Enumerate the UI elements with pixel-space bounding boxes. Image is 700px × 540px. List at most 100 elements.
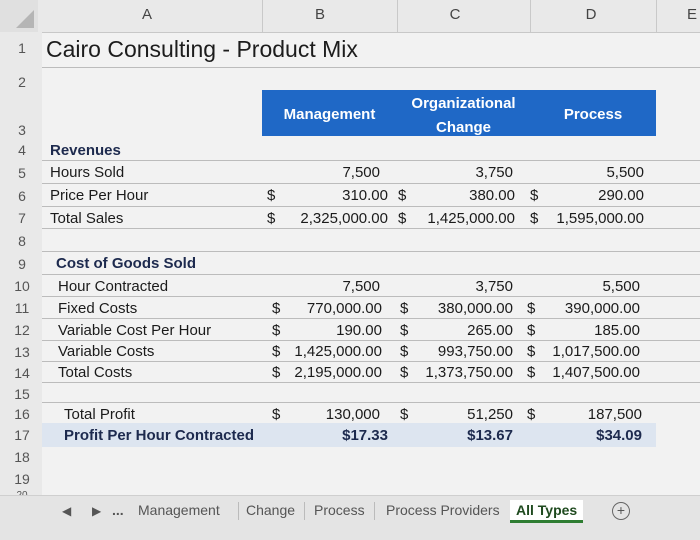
price-change[interactable]: 380.00	[469, 187, 515, 204]
row-header-bar: 1 2 3 4 5 6 7 8 9 10 11 12 13 14 15 16 1…	[0, 32, 42, 501]
column-d-header[interactable]: D	[585, 6, 597, 23]
currency-sign: $	[400, 322, 409, 339]
hour-contracted-management[interactable]: 7,500	[342, 278, 380, 295]
gridline	[42, 251, 700, 252]
currency-sign: $	[530, 210, 539, 227]
hours-sold-process[interactable]: 5,500	[606, 164, 644, 181]
variable-costs-process[interactable]: 1,017,500.00	[552, 343, 640, 360]
variable-costs-change[interactable]: 993,750.00	[437, 343, 513, 360]
label-total-costs[interactable]: Total Costs	[58, 364, 133, 381]
row-11-header[interactable]: 11	[14, 300, 30, 316]
gridline	[42, 340, 700, 341]
label-variable-costs[interactable]: Variable Costs	[58, 343, 155, 360]
sheet-title[interactable]: Cairo Consulting - Product Mix	[46, 36, 358, 62]
row-6-header[interactable]: 6	[18, 188, 26, 204]
profit-per-hour-change[interactable]: $13.67	[467, 427, 513, 444]
total-profit-management[interactable]: 130,000	[325, 406, 380, 423]
label-total-sales[interactable]: Total Sales	[50, 210, 124, 227]
total-costs-process[interactable]: 1,407,500.00	[552, 364, 640, 381]
row-16-header[interactable]: 16	[14, 406, 30, 422]
tab-management[interactable]: Management	[138, 502, 220, 518]
column-header-band	[262, 90, 656, 136]
row-4-header[interactable]: 4	[18, 142, 26, 158]
row-15-header[interactable]: 15	[14, 386, 30, 402]
currency-sign: $	[272, 300, 281, 317]
variable-costs-management[interactable]: 1,425,000.00	[294, 343, 382, 360]
total-sales-change[interactable]: 1,425,000.00	[427, 210, 515, 227]
row-13-header[interactable]: 13	[14, 344, 30, 360]
row-10-header[interactable]: 10	[14, 278, 30, 294]
currency-sign: $	[527, 364, 536, 381]
row-9-header[interactable]: 9	[18, 256, 26, 272]
total-costs-change[interactable]: 1,373,750.00	[425, 364, 513, 381]
label-total-profit[interactable]: Total Profit	[64, 406, 135, 423]
row-19-header[interactable]: 19	[14, 471, 30, 487]
price-process[interactable]: 290.00	[598, 187, 644, 204]
gridline	[42, 160, 700, 161]
row-2-header[interactable]: 2	[18, 74, 26, 90]
header-organizational[interactable]: Organizational	[411, 95, 516, 112]
gridline	[42, 382, 700, 383]
hour-contracted-process[interactable]: 5,500	[602, 278, 640, 295]
currency-sign: $	[272, 406, 281, 423]
row-1-header[interactable]: 1	[18, 40, 26, 56]
total-profit-process[interactable]: 187,500	[587, 406, 642, 423]
hour-contracted-change[interactable]: 3,750	[475, 278, 513, 295]
gridline	[42, 67, 700, 68]
label-profit-per-hour[interactable]: Profit Per Hour Contracted	[64, 427, 255, 444]
column-e-header[interactable]: E	[686, 6, 697, 23]
row-7-header[interactable]: 7	[18, 210, 26, 226]
row-14-header[interactable]: 14	[14, 365, 30, 381]
column-b-header[interactable]: B	[314, 6, 325, 23]
row-12-header[interactable]: 12	[14, 322, 30, 338]
select-all-corner[interactable]	[0, 0, 38, 32]
row-8-header[interactable]: 8	[18, 233, 26, 249]
total-profit-change[interactable]: 51,250	[467, 406, 513, 423]
tab-process-providers[interactable]: Process Providers	[386, 502, 500, 518]
var-cost-hr-change[interactable]: 265.00	[467, 322, 513, 339]
hours-sold-change[interactable]: 3,750	[475, 164, 513, 181]
gridline	[42, 402, 700, 403]
currency-sign: $	[400, 300, 409, 317]
column-c-header[interactable]: C	[449, 6, 461, 23]
total-sales-management[interactable]: 2,325,000.00	[300, 210, 388, 227]
gridline	[42, 228, 700, 229]
label-variable-cost-per-hour[interactable]: Variable Cost Per Hour	[58, 322, 212, 339]
fixed-costs-process[interactable]: 390,000.00	[564, 300, 640, 317]
var-cost-hr-process[interactable]: 185.00	[594, 322, 640, 339]
label-cogs[interactable]: Cost of Goods Sold	[56, 255, 196, 272]
scroll-tabs-right-icon[interactable]: ▶	[92, 504, 102, 518]
var-cost-hr-management[interactable]: 190.00	[336, 322, 382, 339]
hours-sold-management[interactable]: 7,500	[342, 164, 380, 181]
add-sheet-icon[interactable]: +	[612, 502, 630, 520]
currency-sign: $	[400, 343, 409, 360]
total-sales-process[interactable]: 1,595,000.00	[556, 210, 644, 227]
column-a-header[interactable]: A	[141, 6, 152, 23]
tab-all-types[interactable]: All Types	[510, 500, 584, 523]
header-change[interactable]: Change	[435, 119, 491, 136]
row-17-header[interactable]: 17	[14, 427, 30, 443]
total-costs-management[interactable]: 2,195,000.00	[294, 364, 382, 381]
fixed-costs-management[interactable]: 770,000.00	[306, 300, 382, 317]
gridline	[42, 318, 700, 319]
row-18-header[interactable]: 18	[14, 449, 30, 465]
label-price-per-hour[interactable]: Price Per Hour	[50, 187, 149, 204]
gridline	[42, 361, 700, 362]
tab-change[interactable]: Change	[246, 502, 296, 518]
more-tabs-button[interactable]: ...	[112, 502, 124, 518]
header-process[interactable]: Process	[563, 106, 623, 123]
scroll-tabs-left-icon[interactable]: ◀	[62, 504, 72, 518]
row-3-header[interactable]: 3	[18, 122, 26, 138]
label-hour-contracted[interactable]: Hour Contracted	[58, 278, 169, 295]
fixed-costs-change[interactable]: 380,000.00	[437, 300, 513, 317]
label-revenues[interactable]: Revenues	[50, 142, 121, 159]
profit-per-hour-management[interactable]: $17.33	[342, 427, 388, 444]
header-management[interactable]: Management	[283, 106, 376, 123]
label-fixed-costs[interactable]: Fixed Costs	[58, 300, 138, 317]
row-5-header[interactable]: 5	[18, 165, 26, 181]
label-hours-sold[interactable]: Hours Sold	[50, 164, 125, 181]
price-management[interactable]: 310.00	[342, 187, 388, 204]
tab-process[interactable]: Process	[314, 502, 365, 518]
currency-sign: $	[527, 322, 536, 339]
profit-per-hour-process[interactable]: $34.09	[596, 427, 642, 444]
